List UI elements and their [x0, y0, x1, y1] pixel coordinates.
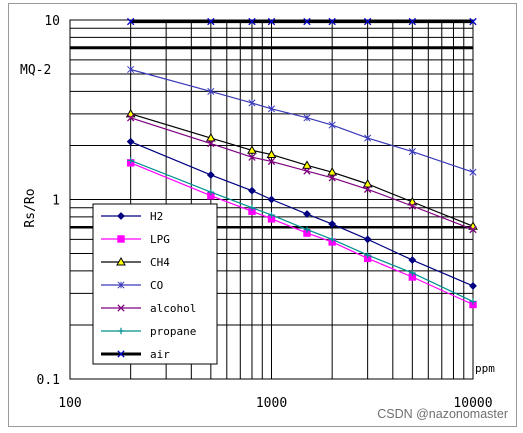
- data-point-alcohol: [303, 167, 311, 175]
- legend-entry-alcohol: alcohol: [101, 302, 196, 315]
- legend-entry-ch4: CH4: [101, 256, 170, 269]
- series-air: [126, 17, 477, 26]
- data-point-air: [126, 17, 135, 26]
- series-co: [127, 65, 477, 176]
- legend-entry-co: CO: [101, 279, 163, 292]
- legend-marker: [117, 327, 125, 335]
- data-point-air: [248, 17, 256, 26]
- legend-label: alcohol: [150, 302, 196, 315]
- data-point-alcohol: [207, 139, 215, 148]
- data-point-propane: [127, 157, 134, 164]
- data-point-propane: [328, 236, 336, 243]
- data-point-h2: [126, 137, 135, 146]
- legend-marker: [117, 304, 125, 312]
- legend-label: CH4: [150, 256, 170, 269]
- data-point-ch4: [362, 178, 373, 188]
- data-point-propane: [409, 269, 416, 277]
- data-point-alcohol: [408, 202, 417, 210]
- data-point-co: [408, 147, 416, 156]
- legend-label: H2: [150, 210, 163, 223]
- x-tick-label-100: 100: [58, 396, 81, 411]
- y-tick-label-10: 10: [44, 14, 60, 29]
- data-point-propane: [364, 251, 371, 259]
- data-point-co: [303, 114, 311, 122]
- series-propane: [127, 157, 477, 305]
- data-point-co: [328, 121, 336, 129]
- x-tick-label-1000: 1000: [256, 396, 287, 411]
- data-point-co: [469, 168, 477, 176]
- series-layer: [125, 17, 478, 309]
- data-point-propane: [469, 298, 477, 305]
- data-point-ch4: [247, 145, 257, 154]
- legend-marker: [116, 256, 126, 266]
- y-tick-label-1: 1: [52, 194, 60, 209]
- data-point-co: [267, 105, 276, 113]
- series-ch4: [125, 108, 478, 230]
- data-point-propane: [268, 211, 275, 219]
- data-point-air: [363, 17, 372, 26]
- legend-marker: [117, 235, 125, 243]
- legend-marker: [117, 281, 125, 289]
- legend-marker: [117, 212, 125, 220]
- data-point-h2: [408, 256, 417, 264]
- data-point-h2: [328, 220, 337, 228]
- chart-title: MQ-2: [20, 63, 51, 78]
- data-point-h2: [303, 210, 311, 218]
- plot-area-border: [69, 19, 474, 380]
- data-point-ch4: [327, 167, 338, 176]
- legend-entry-lpg: LPG: [101, 233, 170, 246]
- y-axis-label: Rs/Ro: [23, 188, 38, 227]
- watermark: CSDN @nazonomaster: [377, 407, 508, 421]
- legend-entry-h2: H2: [101, 210, 163, 223]
- data-point-co: [127, 65, 135, 74]
- legend-entry-propane: propane: [101, 325, 196, 338]
- data-point-h2: [469, 282, 477, 290]
- data-point-propane: [303, 226, 311, 233]
- data-point-air: [267, 17, 276, 26]
- data-point-h2: [248, 186, 256, 195]
- x-tick-label-10000: 10000: [453, 396, 492, 411]
- x-axis-label: ppm: [475, 362, 495, 375]
- data-point-h2: [267, 195, 276, 204]
- legend-entry-air: air: [101, 348, 170, 361]
- data-point-co: [207, 87, 215, 95]
- legend-label: CO: [150, 279, 163, 292]
- series-line-co: [130, 68, 474, 173]
- data-point-air: [303, 17, 311, 26]
- series-alcohol: [126, 114, 477, 234]
- legend-marker: [117, 350, 125, 358]
- series-h2: [126, 137, 477, 290]
- data-point-alcohol: [267, 157, 276, 166]
- data-point-air: [207, 17, 215, 26]
- data-point-co: [248, 99, 256, 107]
- y-tick-label-0.1: 0.1: [37, 373, 60, 388]
- data-point-alcohol: [328, 174, 336, 182]
- data-point-air: [469, 17, 477, 26]
- legend-label: LPG: [150, 233, 170, 246]
- legend: H2 LPG CH4 CO alcohol propane air: [92, 203, 218, 365]
- data-point-alcohol: [248, 153, 256, 161]
- data-point-ch4: [205, 133, 216, 142]
- chart-frame: [8, 3, 517, 427]
- data-point-ch4: [302, 160, 312, 169]
- data-point-h2: [206, 171, 215, 179]
- data-point-co: [364, 134, 372, 142]
- data-point-ch4: [266, 149, 277, 159]
- data-point-air: [408, 17, 417, 26]
- data-point-alcohol: [469, 225, 477, 234]
- data-point-air: [328, 17, 336, 26]
- data-point-alcohol: [126, 114, 135, 122]
- data-point-alcohol: [363, 185, 372, 193]
- data-point-propane: [248, 204, 256, 211]
- data-point-propane: [207, 188, 215, 196]
- data-point-h2: [363, 235, 372, 244]
- legend-box: [92, 203, 218, 365]
- legend-label: air: [150, 348, 170, 361]
- legend-label: propane: [150, 325, 196, 338]
